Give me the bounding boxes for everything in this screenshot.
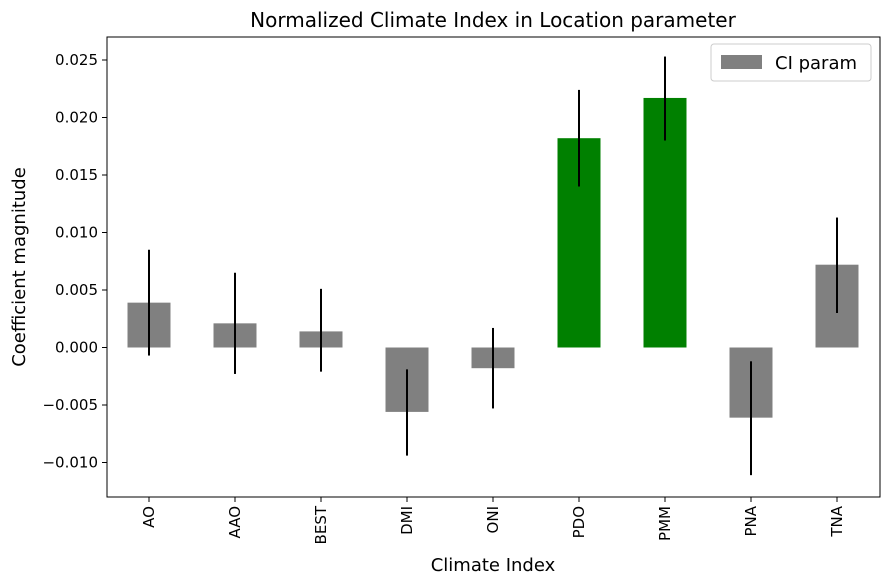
plot-frame	[106, 36, 881, 498]
y-tick-label: 0.020	[55, 109, 98, 127]
legend-swatch	[721, 55, 762, 69]
y-axis-label: Coefficient magnitude	[9, 167, 30, 367]
legend-frame	[710, 43, 872, 82]
x-tick-label-best: BEST	[312, 505, 330, 544]
y-axis-ticks: −0.010 −0.005 0.000 0.005 0.010 0.015 0.020 0.0…	[42, 51, 107, 472]
y-tick-label: −0.010	[42, 454, 98, 472]
x-tick-label-pdo: PDO	[570, 506, 588, 538]
y-tick-label: 0.015	[55, 166, 98, 184]
x-tick-label-pmm: PMM	[656, 506, 674, 541]
x-tick-label-dmi: DMI	[398, 506, 416, 535]
y-tick-label: 0.010	[55, 224, 98, 242]
x-axis-ticks: AO AAO BEST DMI ONI PDO PMM PNA TNA	[140, 497, 846, 544]
x-tick-label-oni: ONI	[484, 506, 502, 533]
y-tick-label: 0.000	[55, 339, 98, 357]
x-tick-label-ao: AO	[140, 506, 158, 528]
y-tick-label: 0.005	[55, 281, 98, 299]
error-bars-layer	[148, 56, 838, 476]
x-axis-label: Climate Index	[431, 555, 556, 576]
y-tick-label: 0.025	[55, 51, 98, 69]
legend: CI param	[710, 43, 872, 82]
legend-label: CI param	[775, 53, 857, 74]
chart-title: Normalized Climate Index in Location par…	[250, 8, 736, 32]
x-tick-label-aao: AAO	[226, 506, 244, 538]
x-tick-label-tna: TNA	[828, 505, 846, 537]
x-tick-label-pna: PNA	[742, 505, 760, 536]
y-tick-label: −0.005	[42, 396, 98, 414]
